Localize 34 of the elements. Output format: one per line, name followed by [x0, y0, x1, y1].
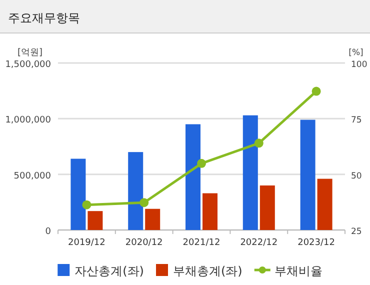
y-tick-label: 1,000,000 [5, 116, 52, 126]
point [82, 200, 92, 210]
point [197, 158, 206, 168]
x-tick-label: 2019/12 [68, 238, 106, 248]
y-tick-label: 0 [45, 227, 52, 237]
bar [300, 120, 316, 230]
bar [202, 193, 218, 230]
y2-axis-title: [%] [348, 48, 364, 58]
point [312, 86, 321, 96]
x-tick-label: 2021/12 [182, 238, 220, 248]
y-axis-title: [억원] [17, 48, 43, 58]
bar [128, 152, 144, 230]
y-tick-label: 1,500,000 [5, 60, 52, 70]
y2-tick-label: 50 [351, 171, 362, 182]
y2-tick-label: 25 [351, 227, 362, 237]
chart-title: 주요재무항목 [8, 11, 80, 25]
bar [70, 158, 86, 230]
bar [317, 178, 332, 230]
x-tick-label: 2020/12 [125, 238, 163, 248]
x-tick-label: 2022/12 [240, 238, 278, 248]
y-tick-label: 500,000 [14, 171, 52, 182]
y2-tick-label: 75 [351, 116, 362, 126]
point [254, 138, 264, 148]
x-tick-label: 2023/12 [298, 238, 335, 248]
bar [186, 124, 200, 230]
y2-tick-label: 100 [351, 60, 368, 70]
point [140, 198, 149, 208]
legend-label: 자산총계(좌) [74, 264, 144, 278]
bar [145, 208, 160, 230]
bar [88, 211, 103, 230]
bar [242, 115, 258, 230]
legend-label: 부채총계(좌) [173, 264, 242, 278]
legend-label: 부채비율 [274, 264, 322, 278]
bar [260, 185, 275, 230]
